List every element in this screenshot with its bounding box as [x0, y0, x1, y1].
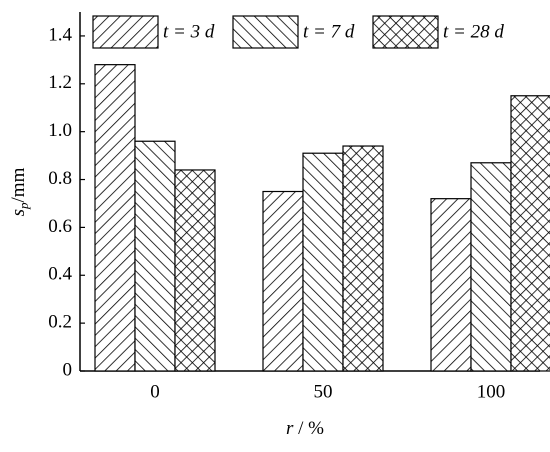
y-label-unit: /mm	[8, 167, 29, 202]
y-tick-label: 0.6	[48, 216, 72, 237]
legend-swatch	[372, 15, 439, 49]
bar	[470, 162, 512, 372]
y-tick-label: 0	[63, 359, 73, 380]
bar	[342, 145, 384, 372]
bar	[174, 169, 216, 372]
legend-label: t = 3 d	[163, 21, 215, 42]
y-tick-label: 1.4	[48, 24, 72, 45]
legend-label: t = 28 d	[443, 21, 504, 42]
legend-swatch	[92, 15, 159, 49]
y-tick-label: 0.4	[48, 264, 72, 285]
y-tick-label: 1.0	[48, 120, 72, 141]
y-tick-label: 0.2	[48, 311, 72, 332]
bar	[302, 152, 344, 372]
y-tick-label: 1.2	[48, 72, 72, 93]
bar	[94, 64, 136, 372]
y-tick-label: 0.8	[48, 168, 72, 189]
bar	[262, 190, 304, 372]
x-tick-label: 100	[477, 381, 506, 402]
legend-label: t = 7 d	[303, 21, 355, 42]
bar	[134, 140, 176, 372]
bar	[430, 198, 472, 372]
y-label-symbol: s	[8, 209, 29, 216]
x-label-unit: / %	[293, 418, 324, 439]
legend-swatch	[232, 15, 299, 49]
x-tick-label: 0	[150, 381, 160, 402]
bar	[510, 95, 550, 372]
y-label-subscript: p	[16, 202, 31, 210]
x-tick-label: 50	[314, 381, 333, 402]
y-axis-label: sp/mm	[8, 167, 31, 216]
x-axis-label: r / %	[286, 418, 324, 439]
x-label-symbol: r	[286, 418, 294, 439]
